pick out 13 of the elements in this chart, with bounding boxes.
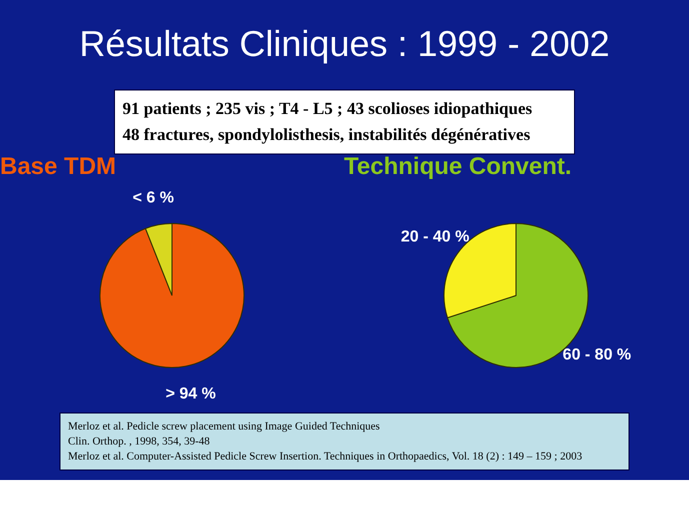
text: Merloz et al. Computer-Assisted Pedicle Screw Insertion. Techniques in Orthopaedics, Vol. 18 (2) : 149 – 159 ; 2003 (68, 450, 583, 462)
chart-title: Base TDM (0, 153, 116, 180)
text: Résultats Cliniques : 1999 - 2002 (79, 23, 610, 64)
text: Clin. Orthop. , 1998, 354, 39-48 (68, 436, 210, 448)
text: 91 patients ; 235 vis ; T4 - L5 ; 43 scolioses idiopathiques (122, 99, 533, 118)
pie-slice (100, 223, 244, 368)
text: 48 fractures, spondylolisthesis, instabilités dégénératives (122, 125, 531, 144)
text: Merloz et al. Pedicle screw placement using Image Guided Techniques (68, 420, 380, 432)
chart-title: Technique Convent. (344, 153, 572, 180)
slice-label: 60 - 80 % (562, 346, 632, 364)
slice-label: < 6 % (132, 189, 174, 206)
slice-label: > 94 % (166, 386, 216, 403)
slice-label: 20 - 40 % (400, 228, 470, 246)
